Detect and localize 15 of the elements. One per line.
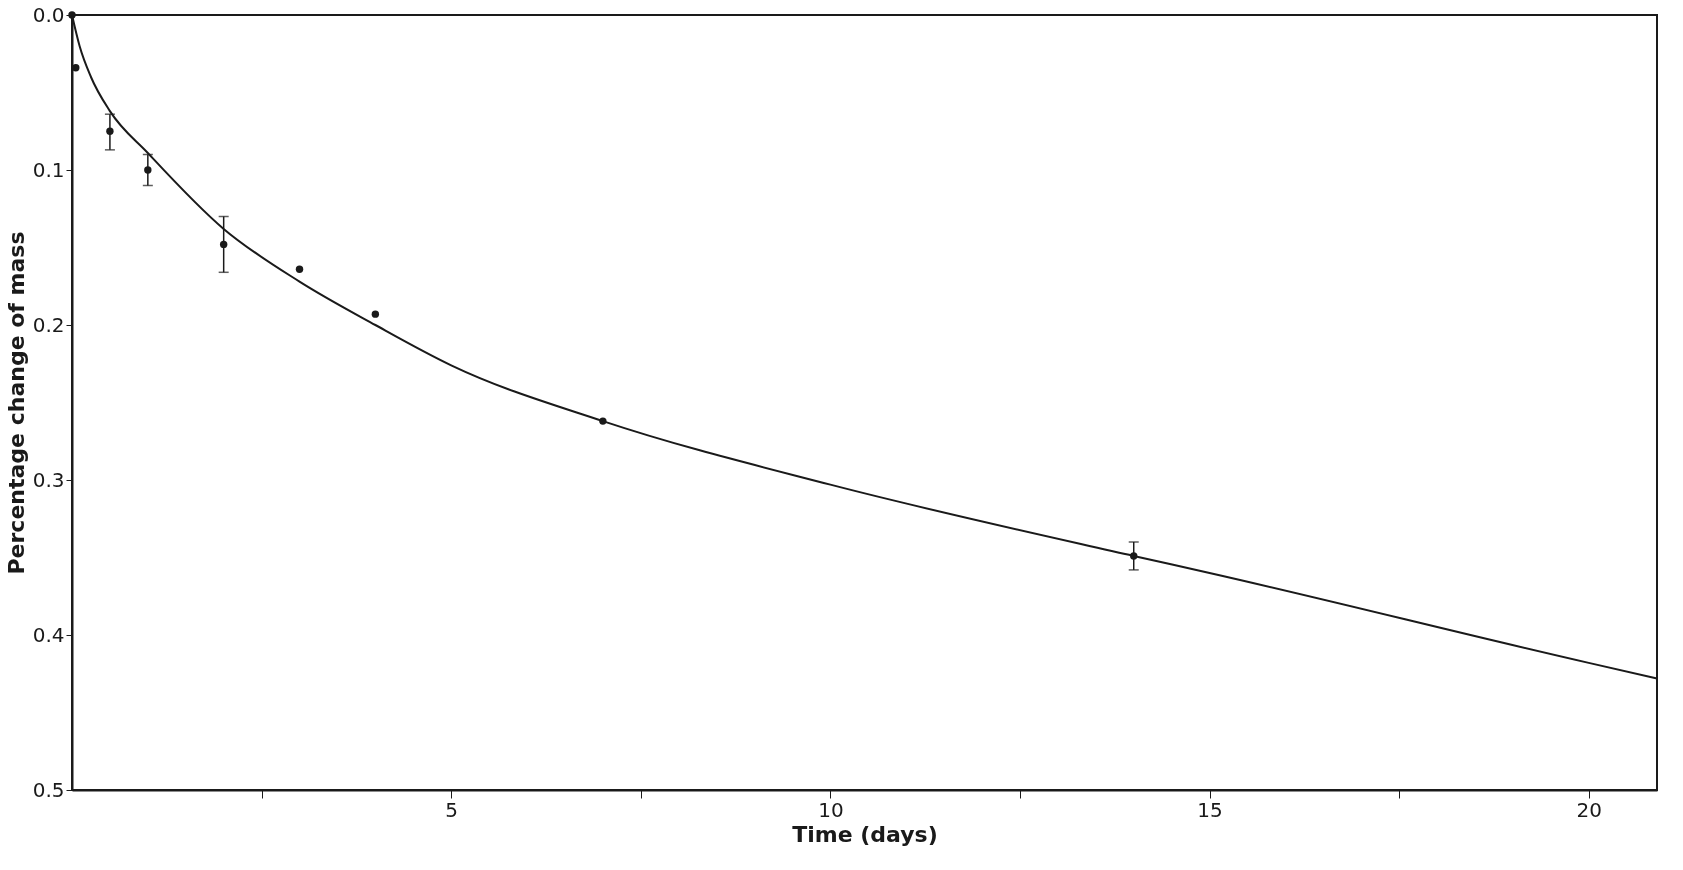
- y-axis-title: Percentage change of mass: [3, 231, 29, 575]
- y-tick-label: 0.5: [32, 777, 65, 802]
- x-tick-label: 10: [818, 797, 844, 822]
- point: [371, 310, 380, 318]
- y-tick-label: 0.1: [32, 157, 65, 182]
- y-tick-label: 0.3: [32, 467, 65, 492]
- y-tick-label: 0.2: [32, 312, 65, 337]
- x-tick-label: 5: [445, 797, 459, 822]
- y-tick-label: 0.4: [32, 622, 65, 647]
- x-axis-title: Time (days): [792, 821, 938, 847]
- point: [72, 64, 80, 72]
- y-tick-label: 0.0: [32, 2, 65, 27]
- x-tick-label: 20: [1576, 797, 1602, 822]
- x-tick-label: 15: [1197, 797, 1223, 822]
- point: [295, 265, 304, 273]
